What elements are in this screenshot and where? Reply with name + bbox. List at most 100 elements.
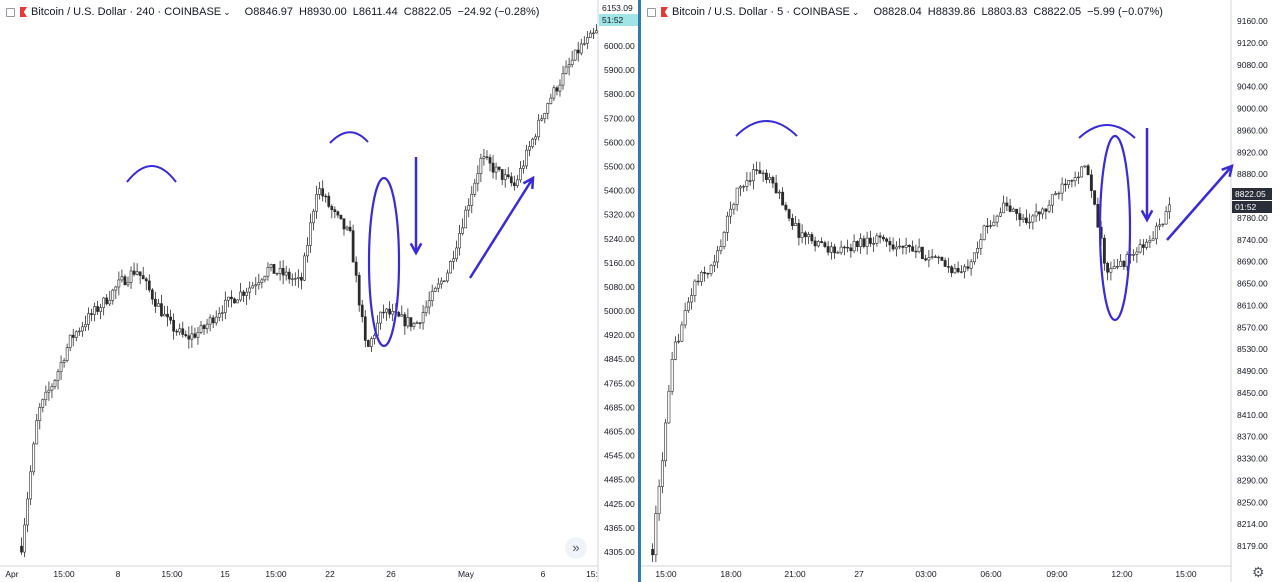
gear-icon[interactable]: ⚙ — [1252, 564, 1265, 580]
candle-body — [699, 272, 703, 282]
candle-body — [400, 314, 404, 317]
price-tick-label: 9040.00 — [1237, 82, 1268, 92]
time-tick-label: 22 — [325, 569, 335, 579]
candle-body — [1161, 223, 1165, 226]
time-tick-label: 18:00 — [720, 569, 742, 579]
candle-body — [1021, 217, 1025, 220]
candle-body — [1093, 190, 1097, 205]
candle-body — [56, 371, 60, 381]
symbol-title[interactable]: Bitcoin / U.S. Dollar · 240 · COINBASE — [31, 6, 222, 18]
candle-body — [855, 241, 859, 247]
chevron-down-icon[interactable]: ⌄ — [851, 6, 860, 17]
candle-body — [41, 399, 45, 408]
candle-body — [138, 271, 142, 276]
annotation-arrow-head — [522, 175, 535, 190]
candle-body — [982, 225, 986, 240]
candle-body — [875, 235, 879, 244]
price-tag — [1232, 201, 1272, 213]
candle-body — [35, 420, 39, 445]
candle-body — [29, 471, 33, 500]
candle-body — [579, 43, 583, 54]
candle-body — [768, 177, 772, 180]
price-tag-label: 8822.05 — [1235, 189, 1266, 199]
candle-body — [673, 341, 677, 360]
candle-body — [829, 246, 833, 253]
price-tick-label: 8250.00 — [1237, 497, 1268, 507]
candle-body — [589, 32, 592, 38]
candle-body — [366, 340, 370, 347]
chart-pane-4h[interactable]: Bitcoin / U.S. Dollar · 240 · COINBASE ⌄… — [0, 0, 638, 582]
time-tick-label: 15 — [220, 569, 230, 579]
price-tick-label: 8690.00 — [1237, 257, 1268, 267]
price-tick-label: 8740.00 — [1237, 235, 1268, 245]
candle-body — [506, 174, 510, 177]
candle-body — [373, 334, 376, 339]
price-tick-label: 5080.00 — [604, 282, 635, 292]
candle-body — [930, 256, 934, 258]
candle-body — [546, 103, 550, 114]
candle-body — [272, 264, 276, 274]
candle-body — [296, 276, 300, 279]
candle-body — [576, 49, 580, 54]
candle-body — [859, 238, 863, 247]
checkbox-icon[interactable] — [647, 7, 656, 17]
candle-body — [567, 64, 571, 68]
chart-pane-5m[interactable]: Bitcoin / U.S. Dollar · 5 · COINBASE ⌄ O… — [641, 0, 1280, 582]
candle-body — [914, 250, 918, 253]
price-tick-label: 5000.00 — [604, 306, 635, 316]
candle-body — [500, 169, 504, 180]
scroll-to-realtime-button[interactable]: » — [565, 537, 587, 559]
symbol-title[interactable]: Bitcoin / U.S. Dollar · 5 · COINBASE — [672, 6, 850, 18]
chevron-down-icon[interactable]: ⌄ — [223, 6, 231, 17]
price-tick-label: 8960.00 — [1237, 125, 1268, 135]
annotation-arc — [735, 120, 798, 137]
candle-body — [1073, 177, 1077, 182]
candle-body — [937, 256, 941, 259]
candle-body — [439, 280, 443, 285]
price-tick-label: 8450.00 — [1237, 388, 1268, 398]
candle-body — [807, 234, 811, 238]
candle-body — [1096, 204, 1100, 228]
pane-divider[interactable] — [638, 0, 641, 582]
candle-body — [251, 285, 255, 289]
candle-body — [1106, 262, 1110, 273]
candle-body — [664, 422, 668, 462]
candle-body — [150, 289, 154, 300]
candle-body — [881, 236, 885, 240]
candle-body — [80, 326, 84, 332]
candlestick-chart[interactable]: 9160.00 9120.00 9080.00 9040.00 9000.00 8960.… — [641, 0, 1280, 582]
price-tick-label: 5240.00 — [604, 234, 635, 244]
candle-body — [1109, 268, 1113, 273]
candle-body — [59, 362, 63, 372]
candlestick-chart[interactable]: 6000.00 5900.00 5800.00 5700.00 5600.00 5500.… — [0, 0, 638, 582]
candle-body — [409, 317, 413, 327]
price-tick-label: 8410.00 — [1237, 410, 1268, 420]
candle-body — [709, 264, 713, 274]
candle-body — [1083, 165, 1087, 168]
candle-body — [745, 180, 749, 187]
candle-body — [163, 313, 166, 317]
candle-body — [898, 245, 902, 248]
time-tick-label: 06:00 — [980, 569, 1002, 579]
candle-body — [281, 267, 285, 276]
candle-body — [485, 156, 489, 158]
candle-body — [803, 232, 807, 238]
price-tick-label: 4685.00 — [604, 402, 635, 412]
candle-body — [660, 460, 664, 487]
candle-body — [105, 297, 109, 305]
time-tick-label: 15:00 — [1175, 569, 1197, 579]
candle-body — [528, 146, 531, 151]
price-tick-label: 5160.00 — [604, 258, 635, 268]
close-value: C8822.05 — [403, 6, 452, 18]
candle-body — [719, 246, 723, 252]
candle-body — [205, 323, 209, 329]
checkbox-icon[interactable] — [6, 7, 15, 17]
price-tag — [599, 2, 638, 14]
candle-body — [1158, 224, 1162, 227]
candle-body — [68, 334, 72, 348]
price-tick-label: 5900.00 — [604, 65, 635, 75]
candle-body — [564, 66, 568, 74]
candle-body — [781, 191, 785, 206]
candle-body — [154, 298, 157, 307]
candle-body — [888, 241, 892, 246]
